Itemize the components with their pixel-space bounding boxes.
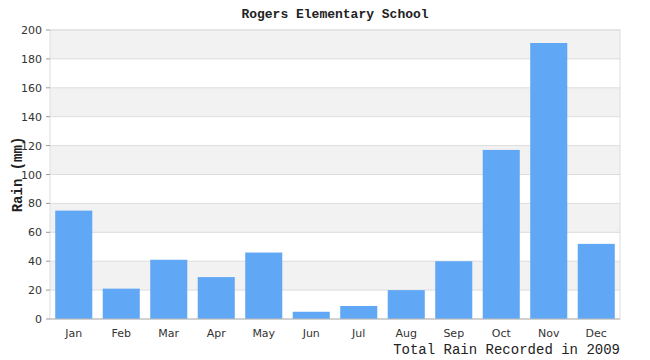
bar [103,289,140,319]
bars [55,43,615,319]
y-tick-label: 20 [28,284,42,297]
chart-container: 020406080100120140160180200JanFebMarAprM… [0,0,650,360]
bar [150,260,187,319]
y-tick-label: 140 [21,111,42,124]
y-tick-label: 0 [35,313,42,326]
y-tick [46,116,50,117]
x-tick-label: Nov [538,327,560,340]
x-axis-label: Total Rain Recorded in 2009 [393,342,620,358]
bar [388,290,425,319]
x-tick-label: Feb [112,327,131,340]
grid-line [50,319,620,320]
y-tick-label: 160 [21,82,42,95]
x-tick-label: Apr [207,327,227,340]
y-tick [46,30,50,31]
bar [578,244,615,319]
y-tick-label: 60 [28,226,42,239]
title: Rogers Elementary School [241,7,428,22]
x-tick-label: Mar [158,327,179,340]
x-axis [50,319,620,320]
x-tick-label: Jan [64,327,82,340]
y-tick-label: 80 [28,197,42,210]
y-tick-label: 40 [28,255,42,268]
bar [483,150,520,319]
y-tick [46,58,50,59]
y-axis-label: Rain (mm) [10,137,26,213]
bar [55,211,92,319]
x-tick-label: Jul [351,327,365,340]
y-tick [46,290,50,291]
y-tick [46,174,50,175]
bar [293,312,330,319]
bar [198,277,235,319]
y-tick [46,319,50,320]
x-tick-label: Aug [396,327,417,340]
y-tick-label: 200 [21,24,42,37]
y-tick [46,87,50,88]
y-tick [46,145,50,146]
x-tick-label: Dec [586,327,607,340]
y-tick [46,261,50,262]
x-tick-label: Oct [492,327,512,340]
y-tick [46,203,50,204]
bar [245,253,282,319]
x-tick-label: Sep [443,327,464,340]
plot-frame [50,30,620,319]
bar [340,306,377,319]
y-tick-label: 180 [21,53,42,66]
chart-svg: 020406080100120140160180200JanFebMarAprM… [0,0,650,360]
x-tick-label: Jun [302,327,320,340]
bar [435,261,472,319]
x-tick-label: May [252,327,275,340]
y-tick [46,232,50,233]
bar [530,43,567,319]
